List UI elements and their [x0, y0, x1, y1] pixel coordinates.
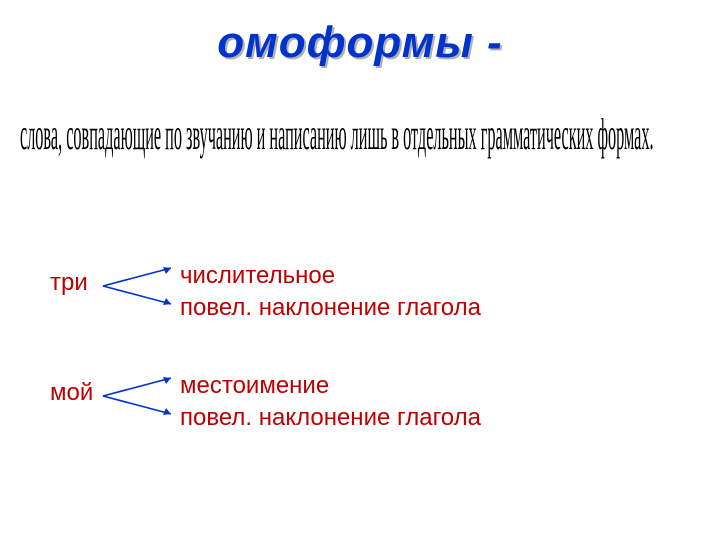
example-2-meaning-2: повел. наклонение глагола	[180, 402, 481, 434]
branch-arrows-icon	[95, 366, 185, 426]
example-1-meaning-2: повел. наклонение глагола	[180, 292, 481, 324]
example-1-meaning-1: числительное	[180, 260, 335, 292]
example-1-word: три	[50, 267, 88, 299]
slide-title: омоформы -	[0, 18, 720, 68]
definition-text: слова, совпадающие по звучанию и написан…	[20, 110, 414, 161]
example-2-meaning-1: местоимение	[180, 370, 329, 402]
example-2-word: мой	[50, 377, 93, 409]
branch-arrows-icon	[95, 256, 185, 316]
slide: омоформы - слова, совпадающие по звучани…	[0, 0, 720, 540]
